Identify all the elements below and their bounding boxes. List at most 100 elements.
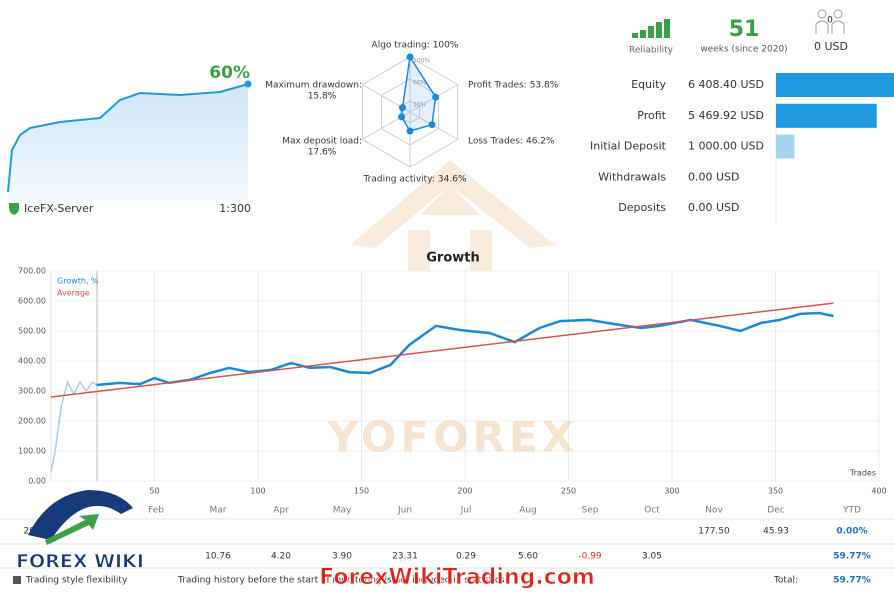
radar-point [428,121,436,129]
radar-label: Algo trading: [372,41,430,51]
legend-entry: Average [57,289,90,298]
balance-value: 0.00 USD [688,170,740,183]
radar-value: 34.6% [438,175,467,185]
balance-value: 6 408.40 USD [688,78,764,91]
table-header: Jul [460,506,472,516]
y-tick-label: 600.00 [18,297,46,306]
balance-value: 5 469.92 USD [688,109,764,122]
y-tick-label: 300.00 [18,387,46,396]
balance-bar [776,73,894,97]
x-tick-label: 300 [664,487,679,496]
radar-label: Profit Trades: [468,81,527,91]
radar-point [406,127,414,135]
y-tick-label: 0.00 [28,477,46,486]
table-cell: 177.50 [698,527,730,537]
table-header: May [333,506,352,516]
balance-label: Profit [637,109,666,122]
table-cell: 5.60 [518,552,538,562]
radar-label: Loss Trades: [468,137,523,147]
table-header: Sep [582,506,599,516]
weeks-label: weeks (since 2020) [700,45,787,55]
radar-point [406,53,414,61]
x-axis-label: Trades [849,469,876,478]
radar-value: 17.6% [308,148,337,158]
table-cell: 0.29 [456,552,476,562]
balance-label: Initial Deposit [590,140,667,153]
radar-label: Trading activity: [362,175,434,185]
x-tick-label: 250 [561,487,576,496]
growth-percent: 60% [209,63,250,83]
y-tick-label: 200.00 [18,417,46,426]
radar-area [400,54,437,132]
y-tick-label: 400.00 [18,357,46,366]
table-cell: 4.20 [271,552,291,562]
radar-point [398,104,406,112]
subscribers-icon [815,9,845,34]
weeks: 51 [729,17,760,42]
reliability-icon [632,19,670,38]
brand: FOREX WIKI [16,551,144,573]
x-tick-label: 400 [871,487,886,496]
table-header: Nov [705,506,723,516]
radar-label: Max deposit load: [282,137,362,147]
table-note: Trading style flexibility [25,576,128,586]
balance-value: 0.00 USD [688,201,740,214]
reliability-label: Reliability [629,46,674,56]
table-header: Dec [767,506,784,516]
table-cell: 3.90 [332,552,352,562]
radar-point [432,93,440,101]
radar-label: Maximum drawdown: [265,81,362,91]
balance-label: Deposits [618,201,666,214]
radar-value: 53.8% [530,81,559,91]
table-cell: 3.05 [642,552,662,562]
mini-area [8,84,248,200]
y-tick-label: 500.00 [18,327,46,336]
server: IceFX-Server [24,202,94,215]
verified-icon [9,203,19,215]
radar-value: 46.2% [526,137,555,147]
mini-line [7,83,249,193]
table-bg [0,498,894,599]
growth-chart: 0.00 100.00 200.00 300.00 400.00 500.00 600.00… [18,251,887,496]
x-tick-label: 100 [250,487,265,496]
balance-table: Equity 6 408.40 USD Profit 5 469.92 USD Init… [590,73,894,214]
x-tick-label: 150 [354,487,369,496]
watermark-text: YOFOREX [327,413,578,462]
legend-entry: Growth, % [57,277,99,286]
monthly-table: FebMarAprMayJunJulAugSepOctNovDecYTD2020… [0,498,894,599]
chart-title: Growth [426,251,480,266]
balance-label: Withdrawals [598,170,666,183]
x-tick-label: 350 [768,487,783,496]
table-note: Trading history before the start of moni… [177,576,507,586]
table-header: Jun [397,506,412,516]
table-cell: 10.76 [205,552,231,562]
table-header: YTD [842,506,861,516]
x-tick-label: 200 [457,487,472,496]
table-header: Feb [148,506,164,516]
x-tick-label: 50 [149,487,159,496]
series-line [50,302,834,398]
subscribers: 0 [827,16,833,26]
table-cell: 23.31 [392,552,418,562]
y-tick-label: 100.00 [18,447,46,456]
note-icon [13,576,21,584]
balance-value: 1 000.00 USD [688,140,764,153]
balance-label: Equity [631,78,666,91]
radar-value: 15.8% [308,92,337,102]
balance-bar [776,134,795,159]
y-tick-label: 700.00 [18,267,46,276]
total-value: 59.77% [833,576,871,586]
radar-tick-label: 20% [413,102,427,109]
total-label: Total: [773,576,798,586]
radar-tick-label: 60% [413,80,427,87]
mini-dot [244,80,252,88]
site-watermark: ForexWikiTrading.com [319,565,595,590]
table-cell: -0.99 [578,552,602,562]
table-header: Aug [519,506,537,516]
radar-point [398,113,406,121]
radar-chart: 20%60%100%Algo trading:100%Profit Trades… [265,41,559,185]
table-cell: 0.00% [836,527,867,537]
funds: 0 USD [814,40,848,53]
table-header: Oct [644,506,660,516]
